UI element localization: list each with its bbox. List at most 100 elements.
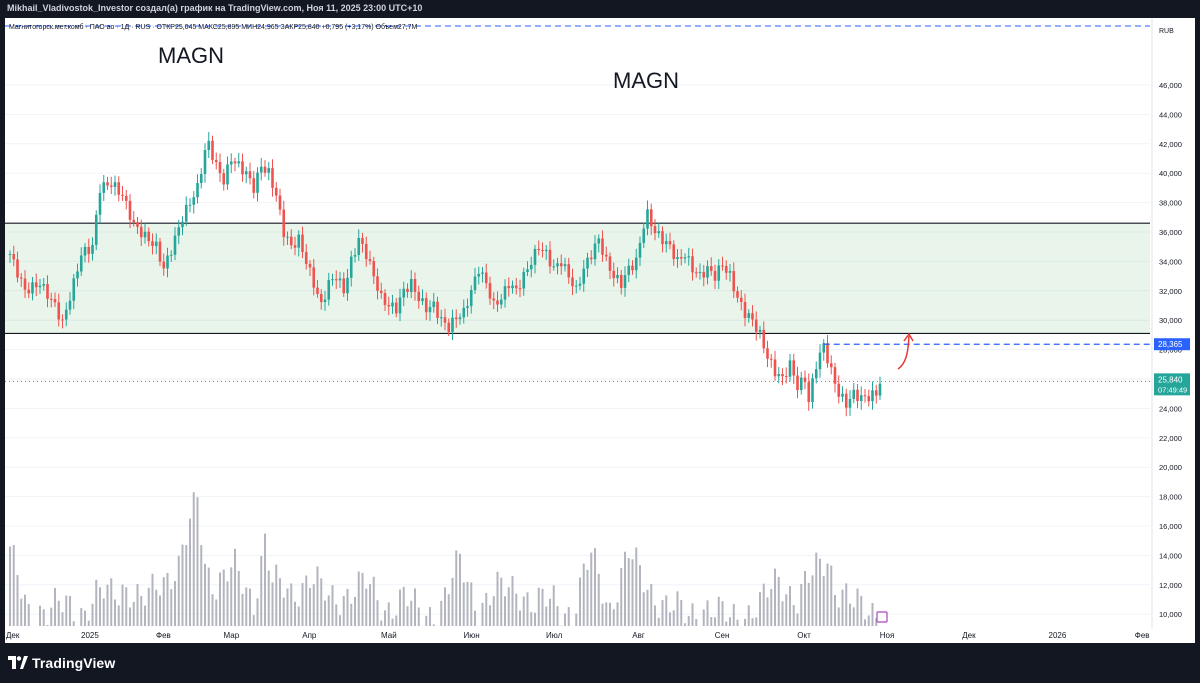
volume-bar [200, 545, 203, 626]
volume-bar [301, 583, 304, 626]
candle-body [46, 284, 49, 299]
candle-body [473, 276, 477, 290]
volume-bar [12, 544, 15, 626]
candle-body [297, 234, 301, 248]
volume-bar [185, 545, 188, 626]
candle-body [522, 271, 526, 289]
volume-bar [834, 595, 836, 626]
candle-body [16, 259, 19, 278]
volume-bar [635, 547, 638, 626]
volume-bar [819, 558, 821, 626]
candle-body [248, 171, 252, 179]
candle-body [754, 319, 758, 332]
volume-bar [267, 570, 270, 626]
volume-bar [215, 599, 218, 626]
candle-body [34, 282, 38, 288]
candle-body [777, 373, 781, 377]
candle-body [691, 256, 694, 273]
volume-bar [732, 604, 735, 626]
volume-bar [241, 593, 244, 626]
candle-body [668, 241, 672, 245]
volume-bar [631, 559, 634, 626]
chart-credit-text: Mikhail_Vladivostok_Investor создал(а) г… [7, 3, 423, 13]
candle-body [263, 166, 267, 173]
candle-body [863, 395, 867, 397]
candle-body [458, 317, 462, 320]
x-tick-label: 2025 [81, 631, 99, 640]
volume-bar [575, 613, 578, 626]
volume-bar [459, 553, 461, 626]
candle-body [552, 266, 556, 268]
volume-bar [354, 596, 356, 626]
candle-body [106, 182, 109, 186]
candle-body [867, 396, 871, 402]
candle-body [811, 378, 814, 403]
volume-bar [796, 613, 799, 626]
candle-body [548, 249, 552, 267]
volume-bar [140, 595, 143, 626]
candle-body [803, 377, 807, 383]
candle-body [417, 291, 421, 302]
candle-body [687, 256, 691, 258]
volume-bar [372, 576, 375, 626]
volume-bar [316, 566, 319, 626]
price-chart[interactable]: RUB 10,000 12,000 14,000 16,000 18,000 20,000 2… [5, 18, 1195, 643]
candle-body [529, 264, 533, 270]
candle-body [597, 238, 601, 244]
candle-body [799, 377, 803, 391]
x-tick-label: Фев [156, 631, 171, 640]
volume-bar [290, 583, 293, 626]
volume-bar [856, 588, 859, 626]
volume-bar [87, 620, 90, 626]
x-tick-label: Июл [546, 631, 563, 640]
volume-bar [519, 610, 521, 626]
x-tick-label: Мар [224, 631, 240, 640]
volume-bar [294, 601, 296, 626]
volume-bar [9, 546, 11, 626]
volume-bar [376, 600, 379, 626]
volume-bar [245, 587, 248, 626]
candle-body [728, 271, 732, 273]
candle-body [559, 263, 563, 267]
chart-area[interactable]: RUB 10,000 12,000 14,000 16,000 18,000 20,000 2… [5, 18, 1195, 643]
tradingview-logo: TradingView [8, 655, 115, 671]
annotation-arrow [897, 335, 910, 370]
volume-bar [271, 582, 274, 626]
candle-body [286, 236, 289, 238]
volume-bar [875, 618, 878, 626]
volume-bar [264, 533, 266, 626]
volume-bar [860, 595, 863, 626]
candle-body [147, 231, 151, 242]
volume-bar [661, 600, 664, 626]
candle-body [237, 161, 241, 164]
candle-body [218, 162, 222, 174]
volume-bar [249, 588, 251, 626]
volume-bar [365, 588, 368, 626]
volume-bar [72, 621, 75, 626]
volume-bar [545, 606, 548, 626]
candle-body [319, 293, 323, 303]
volume-bar [155, 589, 158, 626]
candle-body [151, 241, 154, 247]
footer-bar [0, 643, 1200, 683]
volume-bar [822, 576, 825, 626]
y-tick-label: 34,000 [1159, 257, 1182, 266]
volume-bar [110, 578, 113, 626]
candle-body [323, 299, 327, 303]
volume-bar [759, 592, 761, 626]
volume-bar [50, 607, 53, 626]
candle-body [533, 248, 537, 265]
candle-body [136, 222, 139, 227]
volume-bar [222, 569, 225, 626]
volume-bar [616, 602, 619, 626]
y-tick-label: 40,000 [1159, 169, 1182, 178]
volume-bar [564, 613, 566, 626]
candle-body [278, 195, 282, 210]
candle-body [781, 373, 784, 377]
volume-bar [402, 586, 405, 626]
candle-body [79, 255, 83, 272]
candle-body [608, 256, 612, 271]
candle-body [751, 313, 754, 320]
volume-bar [639, 565, 641, 626]
candle-body [698, 272, 702, 274]
